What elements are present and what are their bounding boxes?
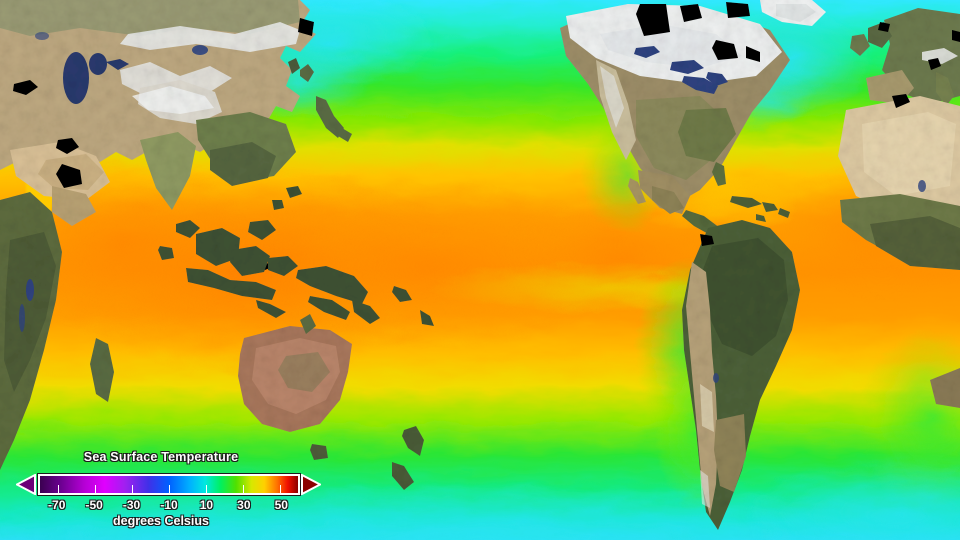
colorbar-tick-label: 30 bbox=[237, 498, 251, 512]
landmass-indonesia bbox=[158, 186, 434, 326]
colorbar-gradient bbox=[40, 476, 298, 493]
landmass-new-zealand bbox=[392, 426, 424, 490]
sst-colorbar-legend: Sea Surface Temperature -70 -50 -30 -10 10 30… bbox=[0, 448, 340, 540]
colorbar bbox=[16, 472, 324, 498]
colorbar-tick-label: -10 bbox=[160, 498, 178, 512]
nodata-patches-north-america bbox=[636, 2, 760, 62]
colorbar-tick bbox=[242, 485, 244, 493]
landmass-africa bbox=[0, 186, 114, 470]
legend-units-label: degrees Celsius bbox=[113, 514, 209, 528]
nodata-patches-south-america bbox=[700, 234, 714, 246]
colorbar-tick bbox=[169, 485, 170, 493]
colorbar-tick-labels: -70 -50 -30 -10 10 30 50 bbox=[16, 498, 324, 514]
nodata-patches-europe bbox=[878, 22, 960, 108]
colorbar-tick-label: -70 bbox=[48, 498, 66, 512]
colorbar-tick-label: -50 bbox=[85, 498, 103, 512]
landmass-australia bbox=[238, 314, 352, 460]
colorbar-gradient-frame bbox=[37, 473, 301, 496]
landmass-south-america bbox=[682, 220, 800, 530]
colorbar-tick bbox=[279, 485, 281, 493]
colorbar-tick-label: 10 bbox=[199, 498, 214, 512]
landmass-greenland bbox=[760, 0, 826, 26]
colorbar-tick bbox=[95, 485, 97, 493]
below-range-arrow-icon bbox=[16, 474, 36, 495]
colorbar-tick-label: 50 bbox=[274, 498, 288, 512]
legend-title: Sea Surface Temperature bbox=[83, 450, 239, 464]
colorbar-tick bbox=[205, 485, 207, 493]
landmass-europe-africa-east bbox=[838, 8, 960, 408]
colorbar-tick bbox=[132, 485, 134, 493]
above-range-arrow-icon bbox=[301, 474, 321, 495]
colorbar-tick bbox=[58, 485, 60, 493]
landmass-japan bbox=[288, 58, 352, 142]
colorbar-tick-label: -30 bbox=[122, 498, 141, 512]
